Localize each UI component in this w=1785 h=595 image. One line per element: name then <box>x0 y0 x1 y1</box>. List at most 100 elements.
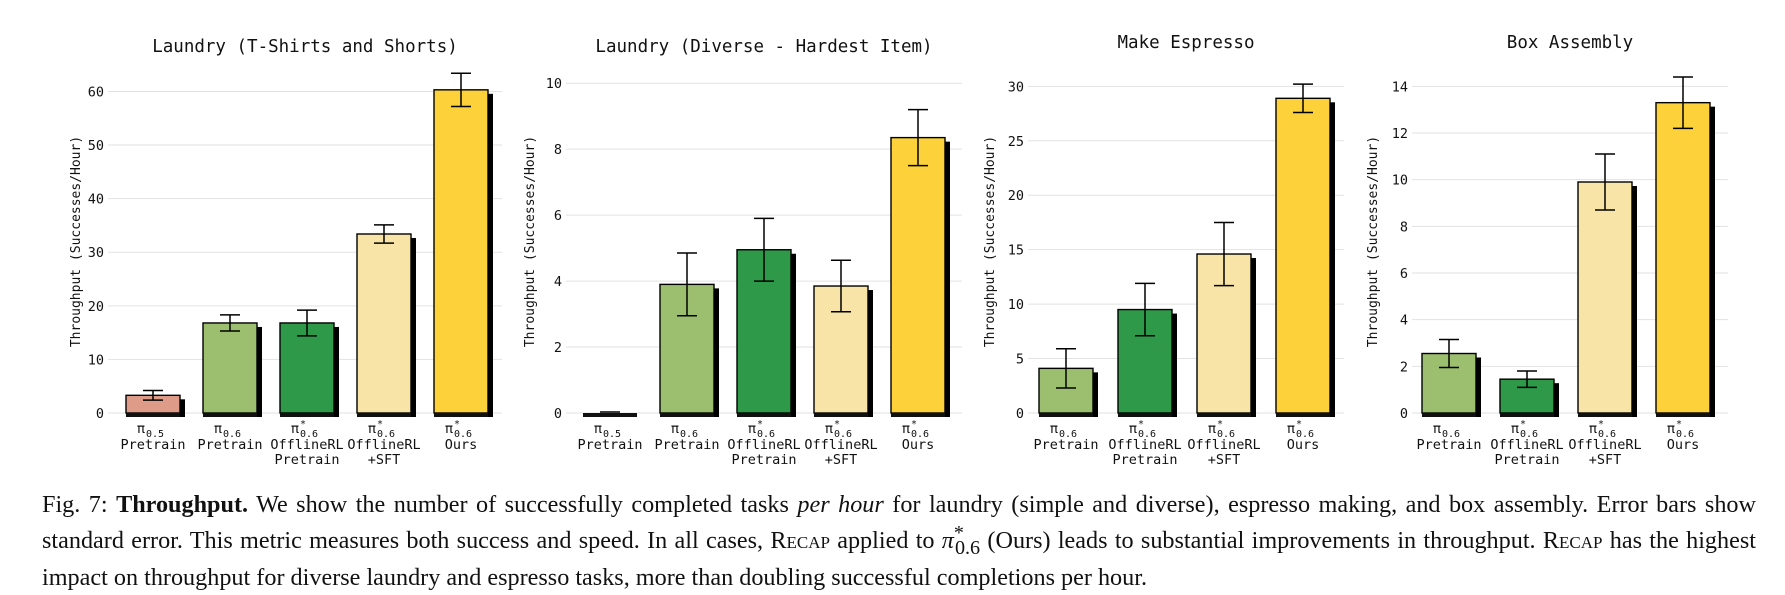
chart-title: Make Espresso <box>1118 33 1255 53</box>
x-tick-label: OfflineRL <box>1490 437 1563 453</box>
x-tick-sub: 0.6 <box>1598 429 1616 440</box>
y-tick-label: 20 <box>1008 188 1024 204</box>
chart-panel-4: Box Assembly Throughput (Successes/Hour) 0… <box>1366 33 1728 468</box>
x-tick-sup: * <box>911 419 917 430</box>
y-tick-label: 4 <box>554 274 562 290</box>
x-tick-symbol: π <box>671 421 679 437</box>
x-tick-label: OfflineRL <box>270 437 343 453</box>
x-tick-symbol: π <box>1433 421 1441 437</box>
x-tick-symbol: π <box>1129 421 1137 437</box>
x-tick-label-line2: +SFT <box>825 452 858 468</box>
x-tick-symbol: π <box>594 421 602 437</box>
x-tick-symbol: π <box>1667 421 1675 437</box>
y-tick-label: 14 <box>1392 79 1408 95</box>
y-tick-label: 0 <box>1400 406 1408 422</box>
x-tick-symbol: π <box>368 421 376 437</box>
x-tick-symbol: π <box>445 421 453 437</box>
x-tick-sub: 0.6 <box>1676 429 1694 440</box>
y-tick-label: 4 <box>1400 313 1408 329</box>
bar-base <box>434 413 488 417</box>
chart-panel-1: Laundry (T-Shirts and Shorts) Throughput … <box>69 37 502 468</box>
x-tick-sup: * <box>454 419 460 430</box>
figure-caption: Fig. 7: Throughput. We show the number o… <box>42 490 1756 592</box>
y-tick-label: 2 <box>1400 359 1408 375</box>
x-tick-label: Pretrain <box>577 437 642 453</box>
x-tick-label-line2: +SFT <box>1208 452 1241 468</box>
x-tick-symbol: π <box>214 421 222 437</box>
x-tick-sub: 0.6 <box>1059 429 1077 440</box>
y-tick-label: 2 <box>554 340 562 356</box>
caption-pi-sub: 0.6 <box>954 536 981 559</box>
x-tick-symbol: π <box>1511 421 1519 437</box>
bar-base <box>583 413 637 417</box>
x-tick-label-line2: Pretrain <box>274 452 339 468</box>
x-tick-label: OfflineRL <box>727 437 800 453</box>
caption-pi-sup: * <box>953 522 964 544</box>
bar-base <box>126 413 180 417</box>
chart-title: Laundry (T-Shirts and Shorts) <box>152 37 458 57</box>
chart-panel-3: Make Espresso Throughput (Successes/Hour)… <box>983 33 1344 468</box>
x-tick-sub: 0.6 <box>300 429 318 440</box>
y-tick-label: 20 <box>88 299 104 315</box>
x-tick-sub: 0.6 <box>834 429 852 440</box>
caption-text-2: for laundry (simple and diverse), espres… <box>42 491 1756 555</box>
caption-recap-2: Recap <box>1542 527 1603 555</box>
y-axis-label: Throughput (Successes/Hour) <box>1366 136 1381 347</box>
x-tick-sub: 0.6 <box>1217 429 1235 440</box>
x-tick-sup: * <box>377 419 383 430</box>
x-tick-symbol: π <box>1208 421 1216 437</box>
y-axis-label: Throughput (Successes/Hour) <box>69 136 84 347</box>
bar-base <box>1578 413 1632 417</box>
y-tick-label: 10 <box>1392 173 1408 189</box>
caption-text-3: applied to <box>837 527 935 555</box>
bar <box>890 136 946 414</box>
x-tick-sup: * <box>834 419 840 430</box>
x-tick-label-line2: Pretrain <box>731 452 796 468</box>
x-tick-label: OfflineRL <box>1568 437 1641 453</box>
caption-recap-1: Recap <box>770 527 830 555</box>
y-axis-label: Throughput (Successes/Hour) <box>983 136 998 347</box>
x-tick-sub: 0.6 <box>223 429 241 440</box>
bar-base <box>1276 413 1330 417</box>
y-tick-label: 30 <box>1008 79 1024 95</box>
y-tick-label: 30 <box>88 245 104 261</box>
caption-text-4: (Ours) leads to substantial improvements… <box>987 527 1536 555</box>
x-tick-sub: 0.6 <box>1138 429 1156 440</box>
y-tick-label: 10 <box>1008 297 1024 313</box>
x-tick-symbol: π <box>748 421 756 437</box>
bar-base <box>814 413 868 417</box>
bar <box>1655 101 1711 414</box>
x-tick-label: Pretrain <box>197 437 262 453</box>
figure-charts: Laundry (T-Shirts and Shorts) Throughput … <box>69 33 1728 468</box>
chart-title: Box Assembly <box>1507 33 1633 53</box>
bar-base <box>891 413 945 417</box>
bar-base <box>1118 413 1172 417</box>
y-tick-label: 6 <box>554 208 562 224</box>
x-tick-sub: 0.6 <box>454 429 472 440</box>
x-tick-sub: 0.6 <box>1442 429 1460 440</box>
x-tick-symbol: π <box>825 421 833 437</box>
y-tick-label: 5 <box>1016 352 1024 368</box>
x-tick-sub: 0.6 <box>1520 429 1538 440</box>
x-tick-sub: 0.5 <box>146 429 164 440</box>
y-tick-label: 6 <box>1400 266 1408 282</box>
bar <box>356 233 412 414</box>
y-tick-label: 15 <box>1008 243 1024 259</box>
x-tick-label-line2: +SFT <box>1589 452 1622 468</box>
x-tick-sup: * <box>300 419 306 430</box>
x-tick-label: Ours <box>1667 437 1700 453</box>
x-tick-label-line2: Pretrain <box>1494 452 1559 468</box>
caption-heading: Throughput. <box>116 491 249 518</box>
y-tick-label: 10 <box>88 352 104 368</box>
y-tick-label: 50 <box>88 138 104 154</box>
caption-text-1: We show the number of successfully compl… <box>256 491 789 518</box>
x-tick-sub: 0.5 <box>603 429 621 440</box>
x-tick-label-line2: Pretrain <box>1112 452 1177 468</box>
x-tick-symbol: π <box>1589 421 1597 437</box>
x-tick-sup: * <box>757 419 763 430</box>
x-tick-sup: * <box>1138 419 1144 430</box>
x-tick-sub: 0.6 <box>377 429 395 440</box>
y-tick-label: 60 <box>88 84 104 100</box>
x-tick-sub: 0.6 <box>911 429 929 440</box>
x-tick-label: Pretrain <box>120 437 185 453</box>
